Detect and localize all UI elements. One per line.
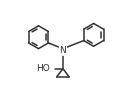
Text: HO: HO xyxy=(37,64,50,73)
Text: N: N xyxy=(60,46,66,55)
